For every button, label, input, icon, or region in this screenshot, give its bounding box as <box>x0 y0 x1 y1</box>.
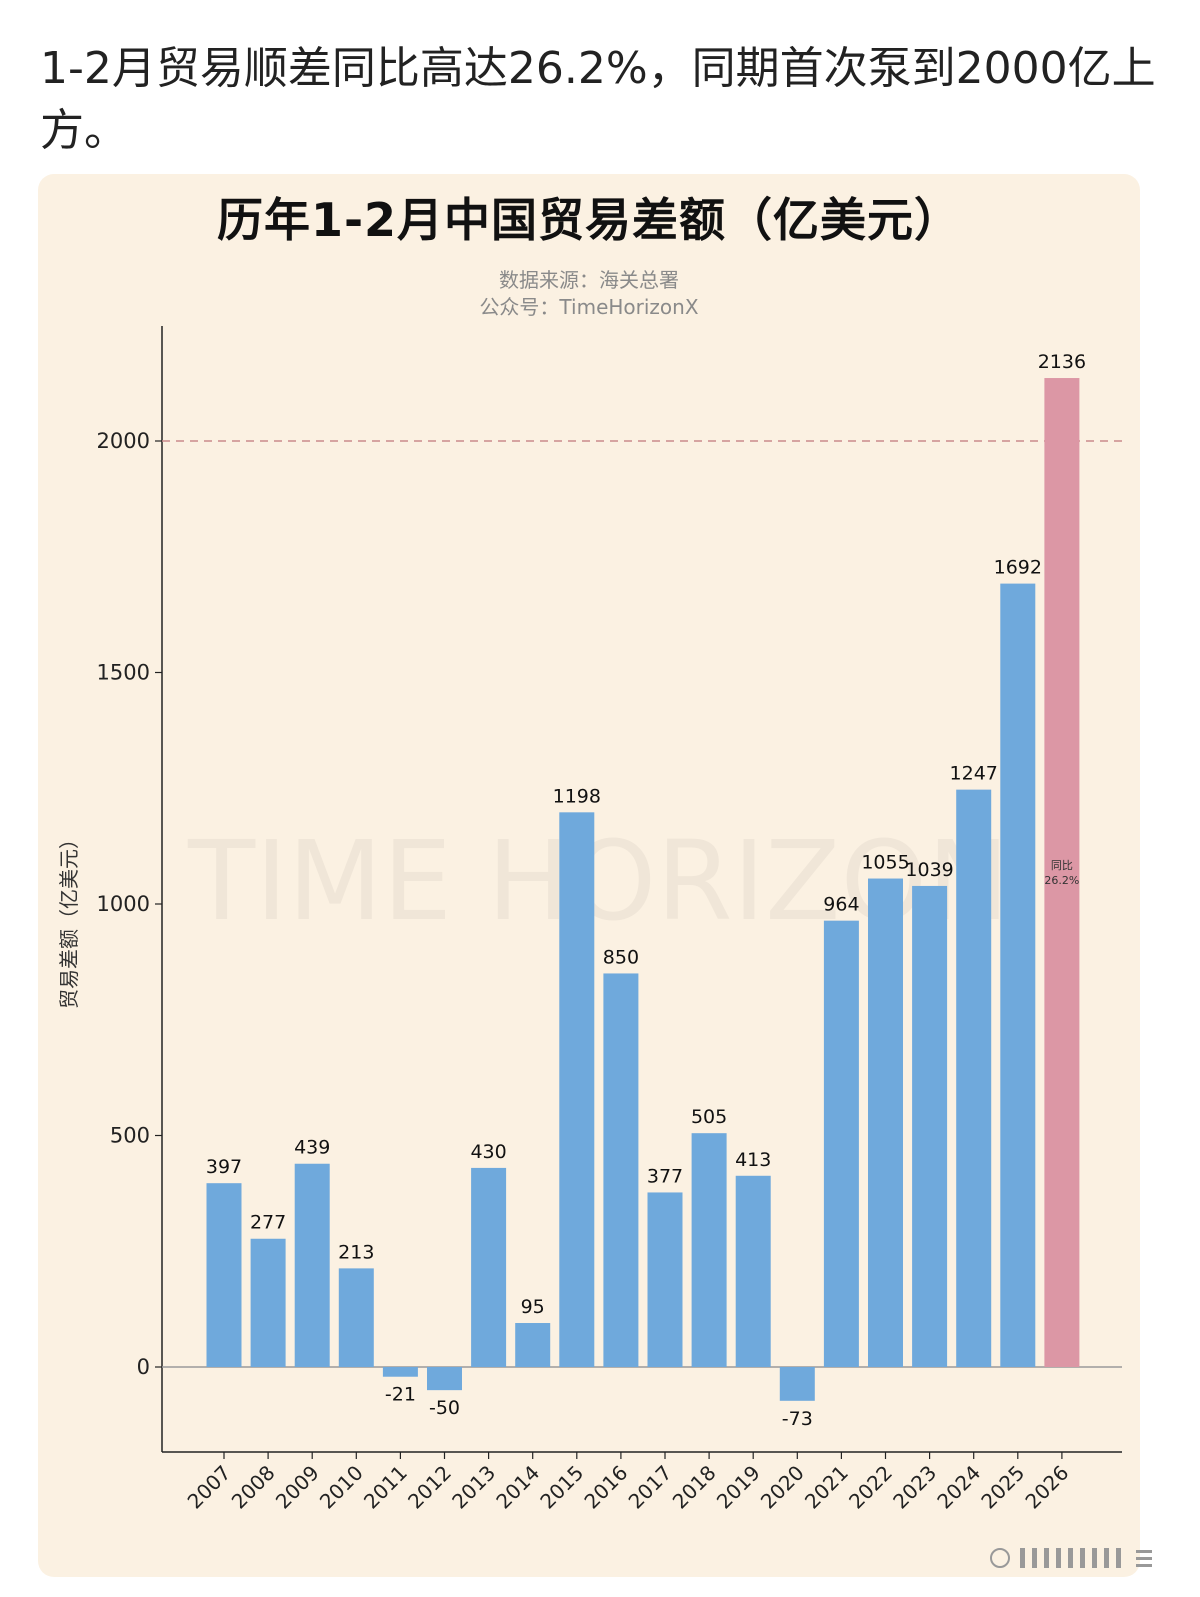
data-label-2009: 439 <box>294 1137 330 1159</box>
data-label-2018: 505 <box>691 1106 727 1128</box>
y-tick-label: 1500 <box>97 661 150 685</box>
y-tick-label: 0 <box>137 1355 150 1379</box>
x-tick-label-2012: 2012 <box>403 1461 456 1514</box>
annotation-line-0: 同比 <box>1051 859 1073 872</box>
bar-2010 <box>338 1268 374 1367</box>
x-tick-label-2019: 2019 <box>712 1461 765 1514</box>
annotation-line-1: 26.2% <box>1044 874 1079 887</box>
more-actions-icon[interactable] <box>986 1538 1156 1578</box>
data-label-2014: 95 <box>521 1296 545 1318</box>
x-tick-label-2017: 2017 <box>624 1461 677 1514</box>
x-tick-label-2008: 2008 <box>227 1461 280 1514</box>
chart-account: 公众号：TimeHorizonX <box>479 295 699 319</box>
bar-2009 <box>294 1163 330 1367</box>
y-tick-label: 500 <box>110 1124 150 1148</box>
x-tick-label-2025: 2025 <box>976 1461 1029 1514</box>
data-label-2011: -21 <box>385 1384 416 1406</box>
x-tick-label-2020: 2020 <box>756 1461 809 1514</box>
bar-2019 <box>735 1175 771 1367</box>
bar-2025 <box>1000 583 1036 1367</box>
bar-2016 <box>603 973 639 1367</box>
x-tick-label-2011: 2011 <box>359 1461 412 1514</box>
data-label-2024: 1247 <box>950 763 998 785</box>
data-label-2007: 397 <box>206 1156 242 1178</box>
x-tick-label-2014: 2014 <box>491 1461 544 1514</box>
bar-2021 <box>823 920 859 1367</box>
data-label-2013: 430 <box>470 1141 506 1163</box>
bar-2008 <box>250 1238 286 1367</box>
bar-chart: TIME HORIZON贸易差额（亿美元）0500100015002000397… <box>57 326 1122 1514</box>
x-tick-label-2010: 2010 <box>315 1461 368 1514</box>
data-label-2025: 1692 <box>994 557 1042 579</box>
x-tick-label-2007: 2007 <box>183 1461 236 1514</box>
x-tick-label-2015: 2015 <box>535 1461 588 1514</box>
chart-title: 历年1-2月中国贸易差额（亿美元） <box>216 193 962 247</box>
bar-2015 <box>559 812 595 1367</box>
y-tick-label: 1000 <box>97 892 150 916</box>
data-label-2016: 850 <box>603 946 639 968</box>
x-tick-label-2023: 2023 <box>888 1461 941 1514</box>
bar-2013 <box>471 1167 507 1367</box>
data-label-2022: 1055 <box>861 852 909 874</box>
post-text: 1-2月贸易顺差同比高达26.2%，同期首次泵到2000亿上方。 <box>40 43 1156 156</box>
data-label-2010: 213 <box>338 1241 374 1263</box>
x-tick-label-2024: 2024 <box>932 1461 985 1514</box>
data-label-2015: 1198 <box>553 785 601 807</box>
data-label-2026: 2136 <box>1038 351 1086 373</box>
bar-2011 <box>382 1367 418 1377</box>
bar-2023 <box>912 885 948 1367</box>
y-axis-label: 贸易差额（亿美元） <box>57 829 81 1009</box>
x-tick-label-2021: 2021 <box>800 1461 853 1514</box>
chart-card: 历年1-2月中国贸易差额（亿美元） 数据来源：海关总署 公众号：TimeHori… <box>38 174 1140 1577</box>
x-tick-label-2026: 2026 <box>1020 1461 1073 1514</box>
bar-2024 <box>956 789 992 1367</box>
data-label-2012: -50 <box>429 1397 460 1419</box>
bar-2022 <box>868 878 903 1367</box>
data-label-2023: 1039 <box>905 859 953 881</box>
data-label-2008: 277 <box>250 1212 286 1234</box>
bar-2026 <box>1044 378 1080 1367</box>
x-tick-label-2009: 2009 <box>271 1461 324 1514</box>
bar-2007 <box>206 1183 242 1367</box>
data-label-2017: 377 <box>647 1165 683 1187</box>
data-label-2019: 413 <box>735 1149 771 1171</box>
data-label-2021: 964 <box>823 894 859 916</box>
bar-2012 <box>427 1367 462 1391</box>
bar-2017 <box>647 1192 683 1367</box>
x-tick-label-2013: 2013 <box>447 1461 500 1514</box>
data-label-2020: -73 <box>782 1408 813 1430</box>
chart-source: 数据来源：海关总署 <box>499 268 679 292</box>
bar-2018 <box>691 1133 727 1367</box>
x-tick-label-2022: 2022 <box>844 1461 897 1514</box>
x-tick-label-2016: 2016 <box>579 1461 632 1514</box>
bar-2014 <box>515 1323 551 1367</box>
bar-2020 <box>779 1367 815 1401</box>
y-tick-label: 2000 <box>97 429 150 453</box>
x-tick-label-2018: 2018 <box>668 1461 721 1514</box>
